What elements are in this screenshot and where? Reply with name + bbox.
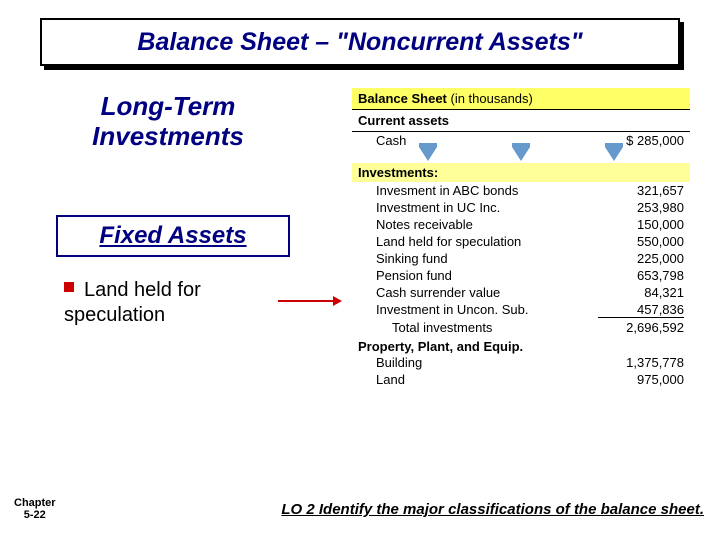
current-assets-label: Current assets	[352, 110, 690, 132]
table-row: Land975,000	[352, 371, 690, 388]
table-row: Building1,375,778	[352, 354, 690, 371]
page-title: Balance Sheet – "Noncurrent Assets"	[40, 18, 680, 66]
triangle-icon	[419, 147, 437, 161]
row-value: 150,000	[598, 217, 684, 232]
row-value: 225,000	[598, 251, 684, 266]
row-value: 1,375,778	[598, 355, 684, 370]
table-row: Invesment in ABC bonds321,657	[352, 182, 690, 199]
row-value: 84,321	[598, 285, 684, 300]
sheet-header-bold: Balance Sheet	[358, 91, 447, 106]
learning-objective: LO 2 Identify the major classifications …	[160, 501, 704, 518]
row-value: 457,836	[598, 302, 684, 318]
fixed-assets-box: Fixed Assets	[56, 215, 290, 257]
row-label: Sinking fund	[358, 251, 598, 266]
total-value: 2,696,592	[598, 320, 684, 335]
row-label: Land	[358, 372, 598, 387]
row-label: Notes receivable	[358, 217, 598, 232]
row-label: Invesment in ABC bonds	[358, 183, 598, 198]
sheet-header-suffix: (in thousands)	[447, 91, 533, 106]
chapter-line1: Chapter	[14, 497, 56, 509]
bullet-land-speculation: Land held for speculation	[64, 278, 304, 328]
balance-sheet-panel: Balance Sheet (in thousands) Current ass…	[352, 88, 690, 388]
cash-label: Cash	[358, 133, 598, 148]
arrow-icon	[278, 300, 340, 302]
table-row: Investment in UC Inc.253,980	[352, 199, 690, 216]
row-label: Cash surrender value	[358, 285, 598, 300]
ppe-header: Property, Plant, and Equip.	[352, 336, 690, 354]
investments-header: Investments:	[352, 163, 690, 182]
triangle-row	[352, 147, 690, 161]
total-row: Total investments2,696,592	[352, 319, 690, 336]
table-row: Notes receivable150,000	[352, 216, 690, 233]
triangle-icon	[605, 147, 623, 161]
total-label: Total investments	[358, 320, 598, 335]
table-row: Land held for speculation550,000	[352, 233, 690, 250]
table-row: Cash surrender value84,321	[352, 284, 690, 301]
row-value: 653,798	[598, 268, 684, 283]
section-heading-line1: Long-Term	[101, 91, 236, 121]
table-row: Sinking fund225,000	[352, 250, 690, 267]
row-value: 975,000	[598, 372, 684, 387]
bullet-text: Land held for speculation	[64, 279, 201, 326]
chapter-label: Chapter 5-22	[14, 497, 56, 522]
row-value: 253,980	[598, 200, 684, 215]
triangle-icon	[512, 147, 530, 161]
row-label: Building	[358, 355, 598, 370]
sheet-header: Balance Sheet (in thousands)	[352, 88, 690, 110]
table-row: Pension fund653,798	[352, 267, 690, 284]
row-label: Pension fund	[358, 268, 598, 283]
row-label: Investment in UC Inc.	[358, 200, 598, 215]
table-row: Investment in Uncon. Sub.457,836	[352, 301, 690, 319]
bullet-marker-icon	[64, 282, 74, 292]
section-heading: Long-Term Investments	[38, 92, 298, 152]
row-label: Investment in Uncon. Sub.	[358, 302, 598, 318]
row-value: 550,000	[598, 234, 684, 249]
chapter-line2: 5-22	[24, 509, 46, 521]
section-heading-line2: Investments	[92, 121, 244, 151]
row-value: 321,657	[598, 183, 684, 198]
row-label: Land held for speculation	[358, 234, 598, 249]
